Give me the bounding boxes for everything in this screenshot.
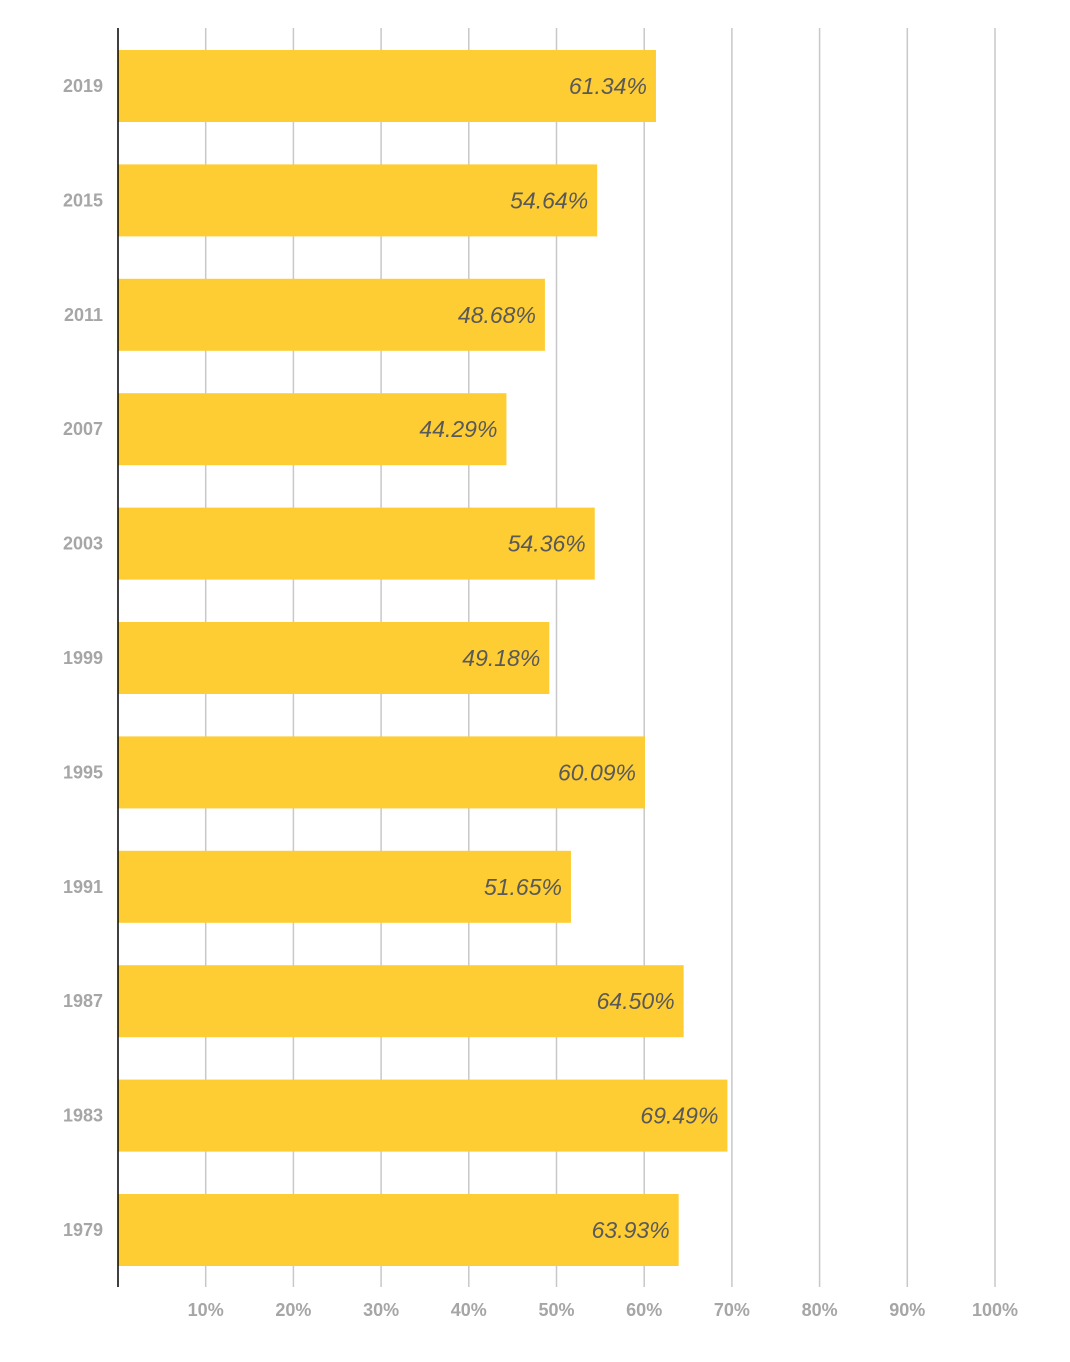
data-label-1987: 64.50% <box>597 988 675 1014</box>
data-label-1995: 60.09% <box>558 759 636 785</box>
category-label-1983: 1983 <box>63 1106 103 1126</box>
bar-2019 <box>118 50 656 122</box>
bar-2003 <box>118 507 595 580</box>
data-label-2003: 54.36% <box>508 531 586 557</box>
category-label-2011: 2011 <box>64 305 103 325</box>
data-label-1999: 49.18% <box>462 645 540 671</box>
category-label-1999: 1999 <box>63 648 103 668</box>
data-label-1983: 69.49% <box>640 1103 718 1129</box>
data-labels: 61.34% 54.64% 48.68% 44.29% 54.36% 49.18% 60.0… <box>419 73 718 1243</box>
bar-2015 <box>118 164 598 237</box>
category-label-1991: 1991 <box>63 877 103 897</box>
x-tick-label: 100% <box>972 1300 1018 1320</box>
x-tick-label: 30% <box>363 1300 399 1320</box>
category-label-2019: 2019 <box>63 76 103 96</box>
x-tick-label: 80% <box>802 1300 838 1320</box>
data-label-2011: 48.68% <box>458 302 536 328</box>
x-tick-label: 20% <box>275 1300 311 1320</box>
bar-1991 <box>118 850 571 923</box>
category-label-1987: 1987 <box>63 991 103 1011</box>
bar-1995 <box>118 736 645 809</box>
x-tick-label: 10% <box>188 1300 224 1320</box>
bar-1999 <box>118 622 550 694</box>
category-label-2003: 2003 <box>63 534 103 554</box>
category-label-1995: 1995 <box>63 762 103 782</box>
data-label-2015: 54.64% <box>510 187 588 213</box>
x-tick-label: 90% <box>889 1300 925 1320</box>
bar-2007 <box>118 393 507 466</box>
data-label-1979: 63.93% <box>592 1217 670 1243</box>
data-label-1991: 51.65% <box>484 874 562 900</box>
data-label-2007: 44.29% <box>419 416 497 442</box>
bars <box>118 50 728 1266</box>
x-tick-label: 50% <box>538 1300 574 1320</box>
x-tick-label: 40% <box>451 1300 487 1320</box>
category-label-1979: 1979 <box>63 1220 103 1240</box>
x-tick-label: 70% <box>714 1300 750 1320</box>
bar-1983 <box>118 1079 728 1152</box>
category-label-2007: 2007 <box>63 419 103 439</box>
category-label-2015: 2015 <box>63 190 103 210</box>
data-label-2019: 61.34% <box>569 73 647 99</box>
bar-1987 <box>118 965 684 1038</box>
bar-2011 <box>118 278 545 351</box>
x-axis-tick-labels: 10% 20% 30% 40% 50% 60% 70% 80% 90% 100% <box>188 1300 1018 1320</box>
bar-1979 <box>118 1194 679 1266</box>
gridlines <box>204 28 996 1287</box>
y-axis-category-labels: 2019 2015 2011 2007 2003 1999 1995 1991 1987 1983… <box>63 76 103 1240</box>
x-tick-label: 60% <box>626 1300 662 1320</box>
